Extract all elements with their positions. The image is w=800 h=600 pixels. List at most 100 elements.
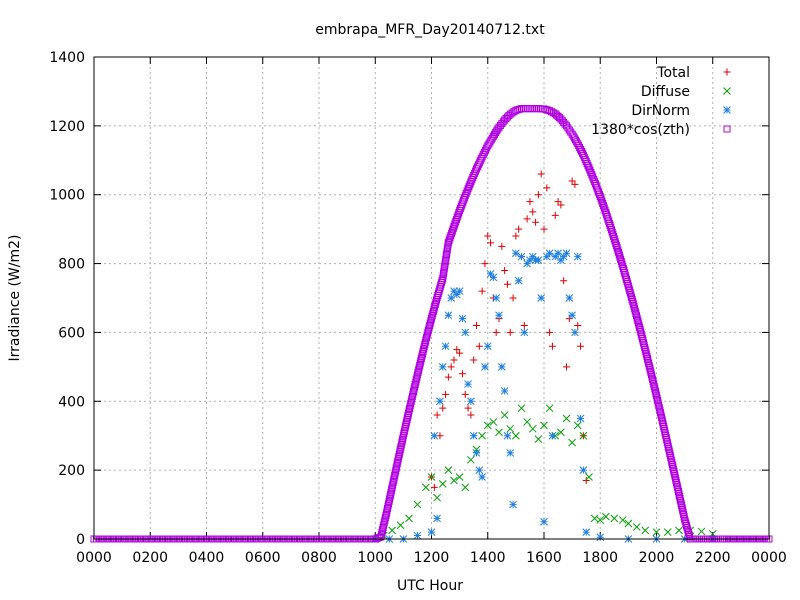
data-point bbox=[404, 409, 412, 417]
data-point bbox=[631, 307, 639, 315]
data-point bbox=[618, 516, 627, 524]
data-point bbox=[424, 329, 432, 337]
data-point bbox=[560, 277, 568, 285]
data-point bbox=[618, 260, 626, 268]
data-point bbox=[478, 153, 486, 161]
data-point bbox=[697, 527, 706, 536]
data-point bbox=[678, 504, 686, 512]
data-point bbox=[464, 404, 472, 412]
data-point bbox=[525, 105, 533, 113]
data-point bbox=[669, 465, 677, 473]
data-point bbox=[523, 418, 531, 426]
data-point bbox=[621, 271, 629, 279]
data-point bbox=[650, 382, 658, 390]
data-point bbox=[642, 350, 650, 358]
data-point bbox=[660, 425, 668, 433]
data-point bbox=[629, 298, 637, 306]
data-point bbox=[509, 294, 517, 302]
data-point bbox=[596, 533, 605, 542]
data-point bbox=[654, 399, 662, 407]
y-tick-label: 200 bbox=[58, 463, 85, 479]
data-point bbox=[662, 434, 670, 442]
data-point bbox=[483, 342, 492, 351]
data-point bbox=[423, 331, 431, 339]
data-point bbox=[514, 276, 523, 285]
data-point bbox=[444, 373, 452, 381]
data-point bbox=[420, 343, 428, 351]
data-point bbox=[399, 432, 407, 440]
data-point bbox=[684, 528, 692, 536]
data-point bbox=[602, 512, 610, 521]
data-point bbox=[387, 490, 395, 498]
data-point bbox=[503, 280, 511, 288]
data-point bbox=[673, 481, 681, 489]
data-point bbox=[585, 473, 593, 481]
data-point bbox=[495, 428, 503, 437]
data-point bbox=[626, 289, 634, 297]
data-point bbox=[430, 431, 439, 440]
data-point bbox=[416, 361, 424, 369]
data-point bbox=[579, 431, 588, 440]
data-point bbox=[533, 105, 540, 113]
data-point bbox=[595, 190, 603, 198]
data-point bbox=[492, 328, 500, 336]
legend-label: DirNorm bbox=[631, 103, 690, 119]
data-point bbox=[445, 236, 453, 244]
data-point bbox=[408, 392, 416, 400]
data-point bbox=[431, 303, 439, 311]
data-point bbox=[628, 295, 636, 303]
data-point bbox=[599, 202, 607, 210]
x-tick-label: 0200 bbox=[132, 550, 168, 566]
data-point bbox=[577, 342, 585, 350]
data-point bbox=[396, 521, 405, 530]
data-point bbox=[417, 357, 425, 365]
data-point bbox=[660, 423, 668, 431]
data-point bbox=[665, 445, 673, 453]
data-point bbox=[628, 293, 635, 301]
data-point bbox=[413, 373, 421, 381]
data-point bbox=[634, 316, 642, 324]
data-point bbox=[657, 411, 665, 419]
data-point bbox=[388, 526, 396, 535]
data-point bbox=[461, 390, 469, 398]
data-point bbox=[645, 362, 653, 370]
data-point bbox=[422, 483, 430, 492]
data-point bbox=[681, 517, 689, 525]
data-point bbox=[678, 501, 686, 509]
data-point bbox=[613, 244, 621, 252]
data-point bbox=[389, 481, 397, 489]
data-point bbox=[568, 311, 576, 320]
data-point bbox=[380, 519, 388, 527]
data-point bbox=[659, 420, 667, 428]
data-point bbox=[461, 328, 470, 337]
data-point bbox=[388, 486, 396, 494]
data-point bbox=[640, 341, 648, 349]
x-tick-label: 1400 bbox=[470, 550, 506, 566]
x-tick-label: 2200 bbox=[695, 550, 731, 566]
data-point bbox=[468, 176, 476, 184]
data-point bbox=[469, 431, 478, 440]
data-point bbox=[427, 528, 436, 536]
data-point bbox=[622, 273, 630, 281]
data-point bbox=[642, 348, 650, 356]
data-point bbox=[410, 385, 418, 393]
data-point bbox=[671, 474, 679, 482]
data-point bbox=[616, 253, 624, 261]
data-point bbox=[641, 343, 649, 351]
data-point bbox=[447, 294, 456, 302]
data-point bbox=[385, 500, 393, 508]
data-point bbox=[463, 187, 471, 195]
data-point bbox=[413, 531, 422, 540]
data-point bbox=[573, 252, 582, 261]
data-point bbox=[551, 211, 559, 219]
data-point bbox=[573, 421, 582, 430]
data-point bbox=[680, 510, 688, 518]
data-point bbox=[637, 328, 645, 336]
data-point bbox=[676, 492, 684, 500]
data-point bbox=[614, 246, 622, 254]
data-point bbox=[385, 497, 393, 505]
data-point bbox=[633, 314, 641, 322]
data-point bbox=[584, 162, 592, 170]
data-point bbox=[410, 388, 417, 396]
